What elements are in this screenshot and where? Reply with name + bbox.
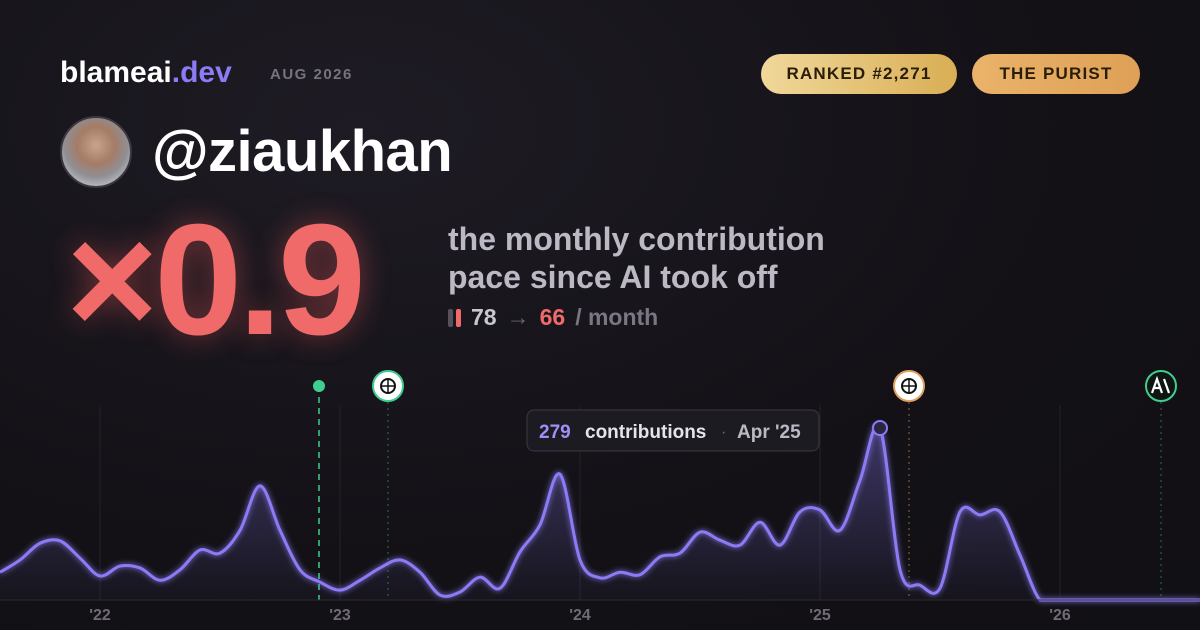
description-line: pace since AI took off (448, 259, 778, 295)
x-tick-label: '24 (569, 607, 591, 624)
rank-badge: RANKED #2,271 (761, 54, 957, 94)
tooltip-sep: · (721, 424, 726, 441)
pace-icon (448, 308, 461, 327)
tooltip-date: Apr '25 (737, 422, 801, 443)
tooltip-value: 279 (539, 422, 571, 443)
date: AUG 2026 (270, 66, 353, 83)
avatar (60, 116, 132, 188)
x-tick-label: '26 (1049, 607, 1071, 624)
description-line: the monthly contribution (448, 221, 825, 257)
brand: blameai.dev (60, 56, 232, 90)
title-badge: THE PURIST (972, 54, 1140, 94)
event-icon (372, 370, 404, 402)
x-tick-label: '25 (809, 607, 831, 624)
event-icon (1145, 370, 1177, 402)
event-icon (893, 370, 925, 402)
x-tick-label: '22 (89, 607, 111, 624)
pace: 78 → 66 / month (448, 304, 658, 331)
pace-unit: / month (575, 304, 659, 330)
line (0, 423, 1200, 602)
pace-before: 78 (471, 304, 497, 330)
pace-after: 66 (539, 304, 566, 330)
brand-suffix: .dev (171, 56, 232, 89)
peak-marker (872, 419, 888, 436)
tooltip: 279 contributions · Apr '25 (526, 409, 820, 452)
event-dot (313, 380, 325, 392)
x-tick-label: '23 (329, 607, 351, 624)
handle: @ziaukhan (152, 119, 453, 184)
multiplier: ×0.9 (66, 192, 366, 368)
tooltip-label: contributions (585, 422, 706, 443)
pace-arrow: → (506, 304, 530, 330)
tooltip-box (526, 409, 820, 452)
description: the monthly contribution pace since AI t… (448, 220, 825, 296)
brand-name: blameai (60, 56, 172, 89)
